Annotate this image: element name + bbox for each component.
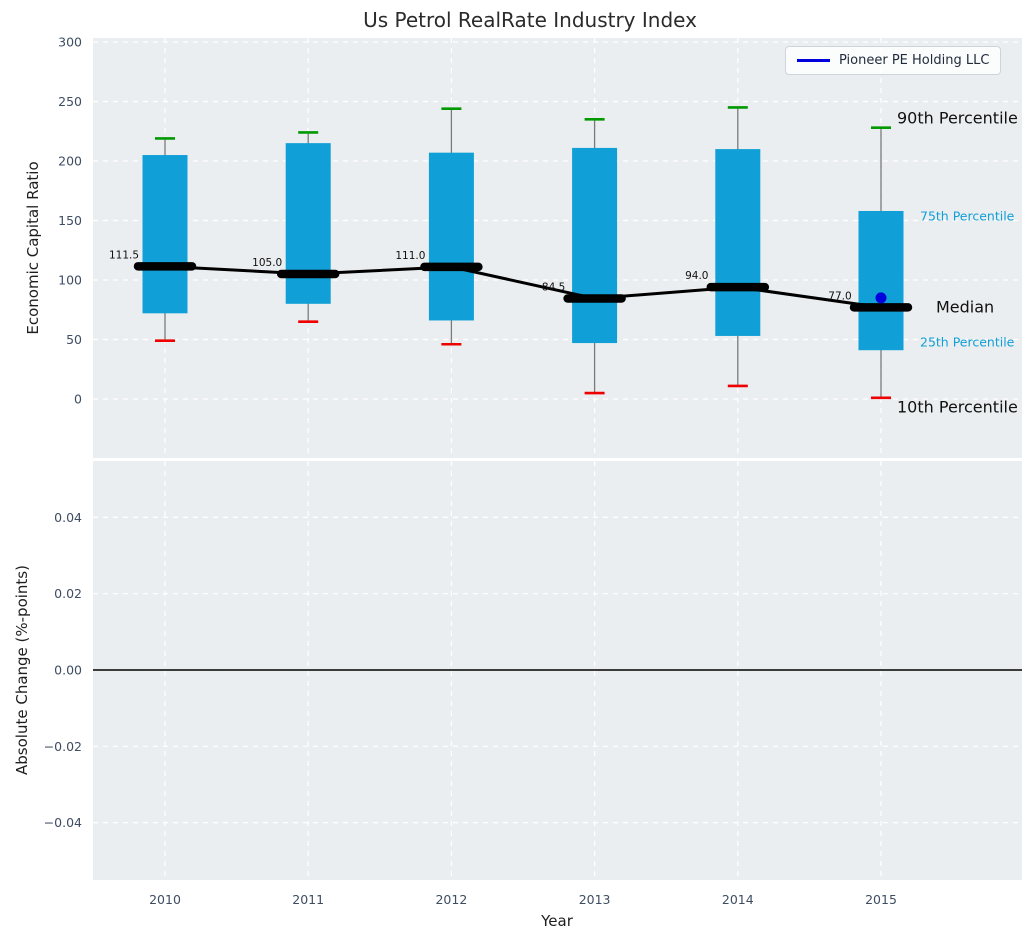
y-tick-label: 50 <box>66 332 82 347</box>
annotation-10th-percentile: 10th Percentile <box>897 397 1018 417</box>
y-tick-label: 300 <box>58 35 82 50</box>
x-tick-label: 2011 <box>292 892 324 907</box>
y-tick-label: 0.00 <box>54 663 82 678</box>
annotation-75th-percentile: 75th Percentile <box>920 208 1015 224</box>
median-value-label-2013: 84.5 <box>542 281 565 293</box>
box-2012 <box>428 152 474 321</box>
y-tick-label: 0.02 <box>54 586 82 601</box>
x-tick-label: 2010 <box>149 892 181 907</box>
box-2010 <box>142 155 188 314</box>
median-trend-line <box>164 264 882 309</box>
x-tick-label: 2014 <box>722 892 754 907</box>
box-2011 <box>285 143 331 304</box>
y-tick-label: 250 <box>58 94 82 109</box>
y-tick-label: 100 <box>58 273 82 288</box>
y-tick-label: −0.02 <box>44 739 82 754</box>
y-tick-label: 150 <box>58 213 82 228</box>
top-y-axis-label: Economic Capital Ratio <box>24 161 42 335</box>
median-value-label-2015: 77.0 <box>828 290 851 302</box>
median-value-label-2011: 105.0 <box>252 257 282 269</box>
legend-label: Pioneer PE Holding LLC <box>839 53 990 68</box>
y-tick-label: 200 <box>58 154 82 169</box>
chart-title: Us Petrol RealRate Industry Index <box>363 8 697 32</box>
legend: Pioneer PE Holding LLC <box>785 46 1002 75</box>
y-tick-label: −0.04 <box>44 815 82 830</box>
bottom-y-axis-label: Absolute Change (%-points) <box>13 565 31 775</box>
y-tick-label: 0.04 <box>54 510 82 525</box>
x-tick-label: 2015 <box>865 892 897 907</box>
pioneer-data-point <box>875 292 887 304</box>
median-value-label-2014: 94.0 <box>685 270 708 282</box>
box-2013 <box>572 147 618 344</box>
x-tick-label: 2013 <box>579 892 611 907</box>
annotation-25th-percentile: 25th Percentile <box>920 334 1015 350</box>
median-value-label-2012: 111.0 <box>395 250 425 262</box>
box-2014 <box>715 149 761 336</box>
box-2015 <box>858 210 904 351</box>
legend-line-sample <box>797 59 830 62</box>
x-axis-label: Year <box>541 912 573 930</box>
y-tick-label: 0 <box>74 392 82 407</box>
median-value-label-2010: 111.5 <box>109 249 139 261</box>
annotation-90th-percentile: 90th Percentile <box>897 108 1018 128</box>
x-tick-label: 2012 <box>435 892 467 907</box>
annotation-median: Median <box>936 297 995 317</box>
